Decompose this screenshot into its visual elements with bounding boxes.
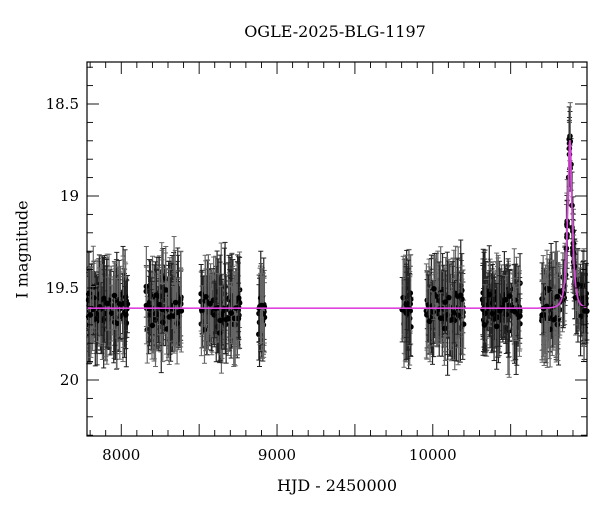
model-curve — [87, 139, 588, 309]
y-tick-label: 20 — [60, 371, 79, 389]
y-tick-label: 19 — [60, 187, 79, 205]
data-points — [85, 102, 590, 378]
chart-title: OGLE-2025-BLG-1197 — [244, 22, 426, 41]
plot-frame: 8000 9000 10000 18.5 19 19.5 20 — [46, 61, 588, 464]
x-tick-label: 8000 — [102, 446, 140, 464]
x-tick-label: 9000 — [258, 446, 296, 464]
x-axis-label: HJD - 2450000 — [276, 476, 398, 495]
y-tick-label: 19.5 — [46, 279, 79, 297]
x-tick-label: 10000 — [409, 446, 457, 464]
y-tick-label: 18.5 — [46, 95, 79, 113]
